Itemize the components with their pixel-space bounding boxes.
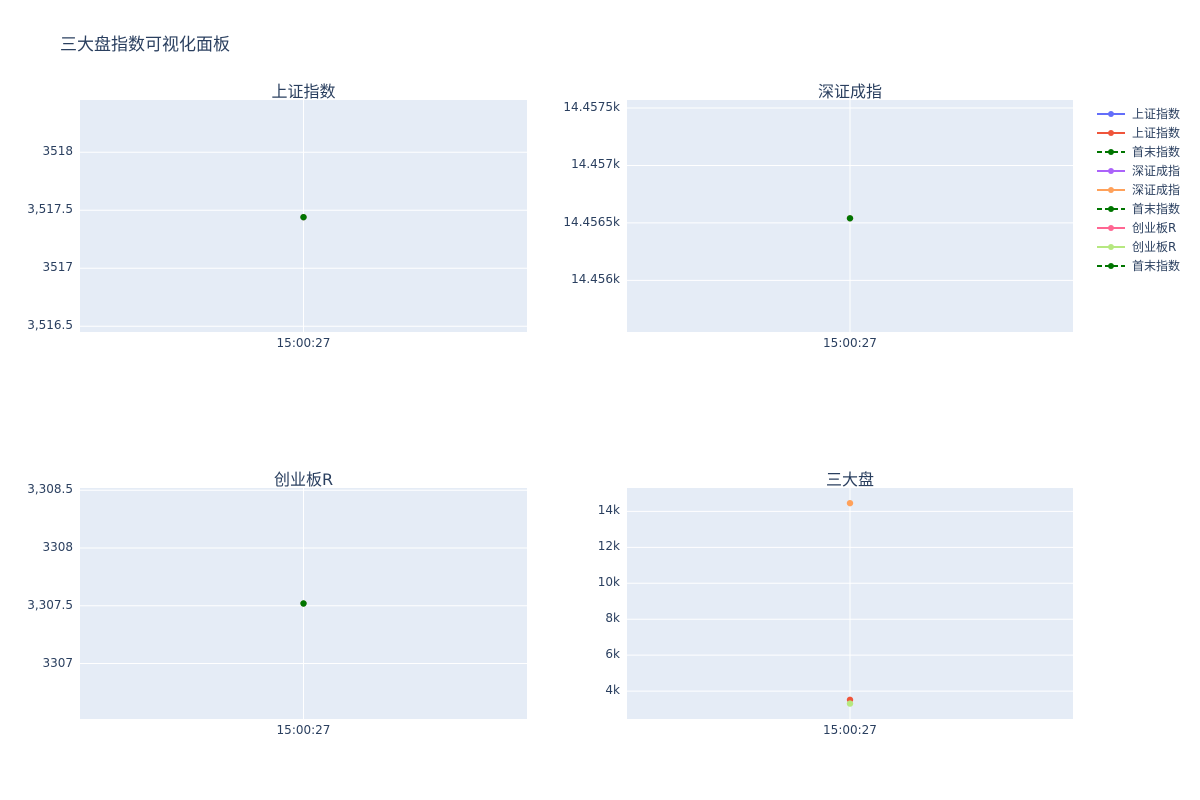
y-tick-label: 4k [605, 683, 620, 698]
legend-swatch [1097, 262, 1125, 269]
y-tick-label: 3517 [42, 260, 73, 275]
legend-item[interactable]: 首末指数 [1096, 199, 1180, 218]
legend-label: 深证成指 [1132, 183, 1181, 197]
legend-label: 首末指数 [1132, 259, 1181, 273]
legend-item[interactable]: 上证指数 [1096, 104, 1180, 123]
y-tick-label: 3,307.5 [27, 597, 73, 612]
y-tick-label: 3307 [42, 655, 73, 670]
legend-item[interactable]: 上证指数 [1096, 123, 1180, 142]
y-tick-label: 3308 [42, 540, 73, 555]
legend-label: 首末指数 [1132, 202, 1181, 216]
x-tick-label: 15:00:27 [823, 723, 877, 737]
legend-item[interactable]: 深证成指 [1096, 180, 1180, 199]
legend-swatch [1097, 148, 1125, 155]
plot-area[interactable] [627, 488, 1073, 719]
y-tick-label: 6k [605, 647, 620, 662]
chart-title: 三大盘指数可视化面板 [60, 35, 230, 55]
data-point[interactable] [846, 700, 854, 707]
y-tick-label: 8k [605, 611, 620, 626]
legend-swatch [1097, 186, 1125, 193]
subplot-title: 三大盘 [825, 470, 874, 489]
x-tick-label: 15:00:27 [823, 336, 877, 350]
legend-label: 上证指数 [1132, 107, 1181, 121]
y-tick-label: 3518 [42, 144, 73, 159]
legend-item[interactable]: 创业板R [1096, 237, 1180, 256]
y-tick-label: 3,516.5 [27, 318, 73, 333]
legend-swatch [1097, 110, 1125, 117]
legend-item[interactable]: 首末指数 [1096, 256, 1180, 275]
legend-label: 上证指数 [1132, 126, 1181, 140]
y-tick-label: 14.4565k [563, 214, 620, 229]
plot-area[interactable] [80, 100, 527, 332]
y-tick-label: 10k [597, 575, 620, 590]
y-tick-label: 3,308.5 [27, 482, 73, 497]
legend-label: 深证成指 [1132, 164, 1181, 178]
legend-swatch [1097, 205, 1125, 212]
y-tick-label: 12k [597, 539, 620, 554]
data-point[interactable] [846, 215, 854, 222]
plot-area[interactable] [627, 100, 1073, 332]
plot-area[interactable] [80, 488, 527, 719]
data-point[interactable] [300, 213, 307, 221]
x-tick-label: 15:00:27 [276, 723, 331, 737]
legend-item[interactable]: 首末指数 [1096, 142, 1180, 161]
legend-swatch [1097, 167, 1125, 174]
y-tick-label: 14.4575k [563, 100, 620, 115]
legend-item[interactable]: 创业板R [1096, 218, 1180, 237]
y-tick-label: 14k [597, 503, 620, 518]
y-tick-label: 14.457k [571, 157, 620, 172]
legend[interactable]: 上证指数 上证指数 首末指数 深证成指 深证成指 首末指数 创业板R 创业板R 首末指数 [1096, 104, 1180, 275]
subplot-title: 深证成指 [817, 82, 882, 101]
legend-swatch [1097, 129, 1125, 136]
legend-label: 创业板R [1132, 221, 1177, 235]
data-point[interactable] [300, 600, 307, 607]
legend-item[interactable]: 深证成指 [1096, 161, 1180, 180]
legend-label: 首末指数 [1132, 145, 1181, 159]
y-tick-label: 3,517.5 [27, 202, 73, 217]
subplot-title: 创业板R [273, 470, 334, 489]
legend-swatch [1097, 224, 1125, 231]
y-tick-label: 14.456k [571, 272, 620, 287]
x-tick-label: 15:00:27 [276, 336, 331, 350]
subplot-title: 上证指数 [271, 82, 336, 101]
legend-swatch [1097, 243, 1125, 250]
legend-label: 创业板R [1132, 240, 1177, 254]
data-point[interactable] [846, 499, 854, 507]
